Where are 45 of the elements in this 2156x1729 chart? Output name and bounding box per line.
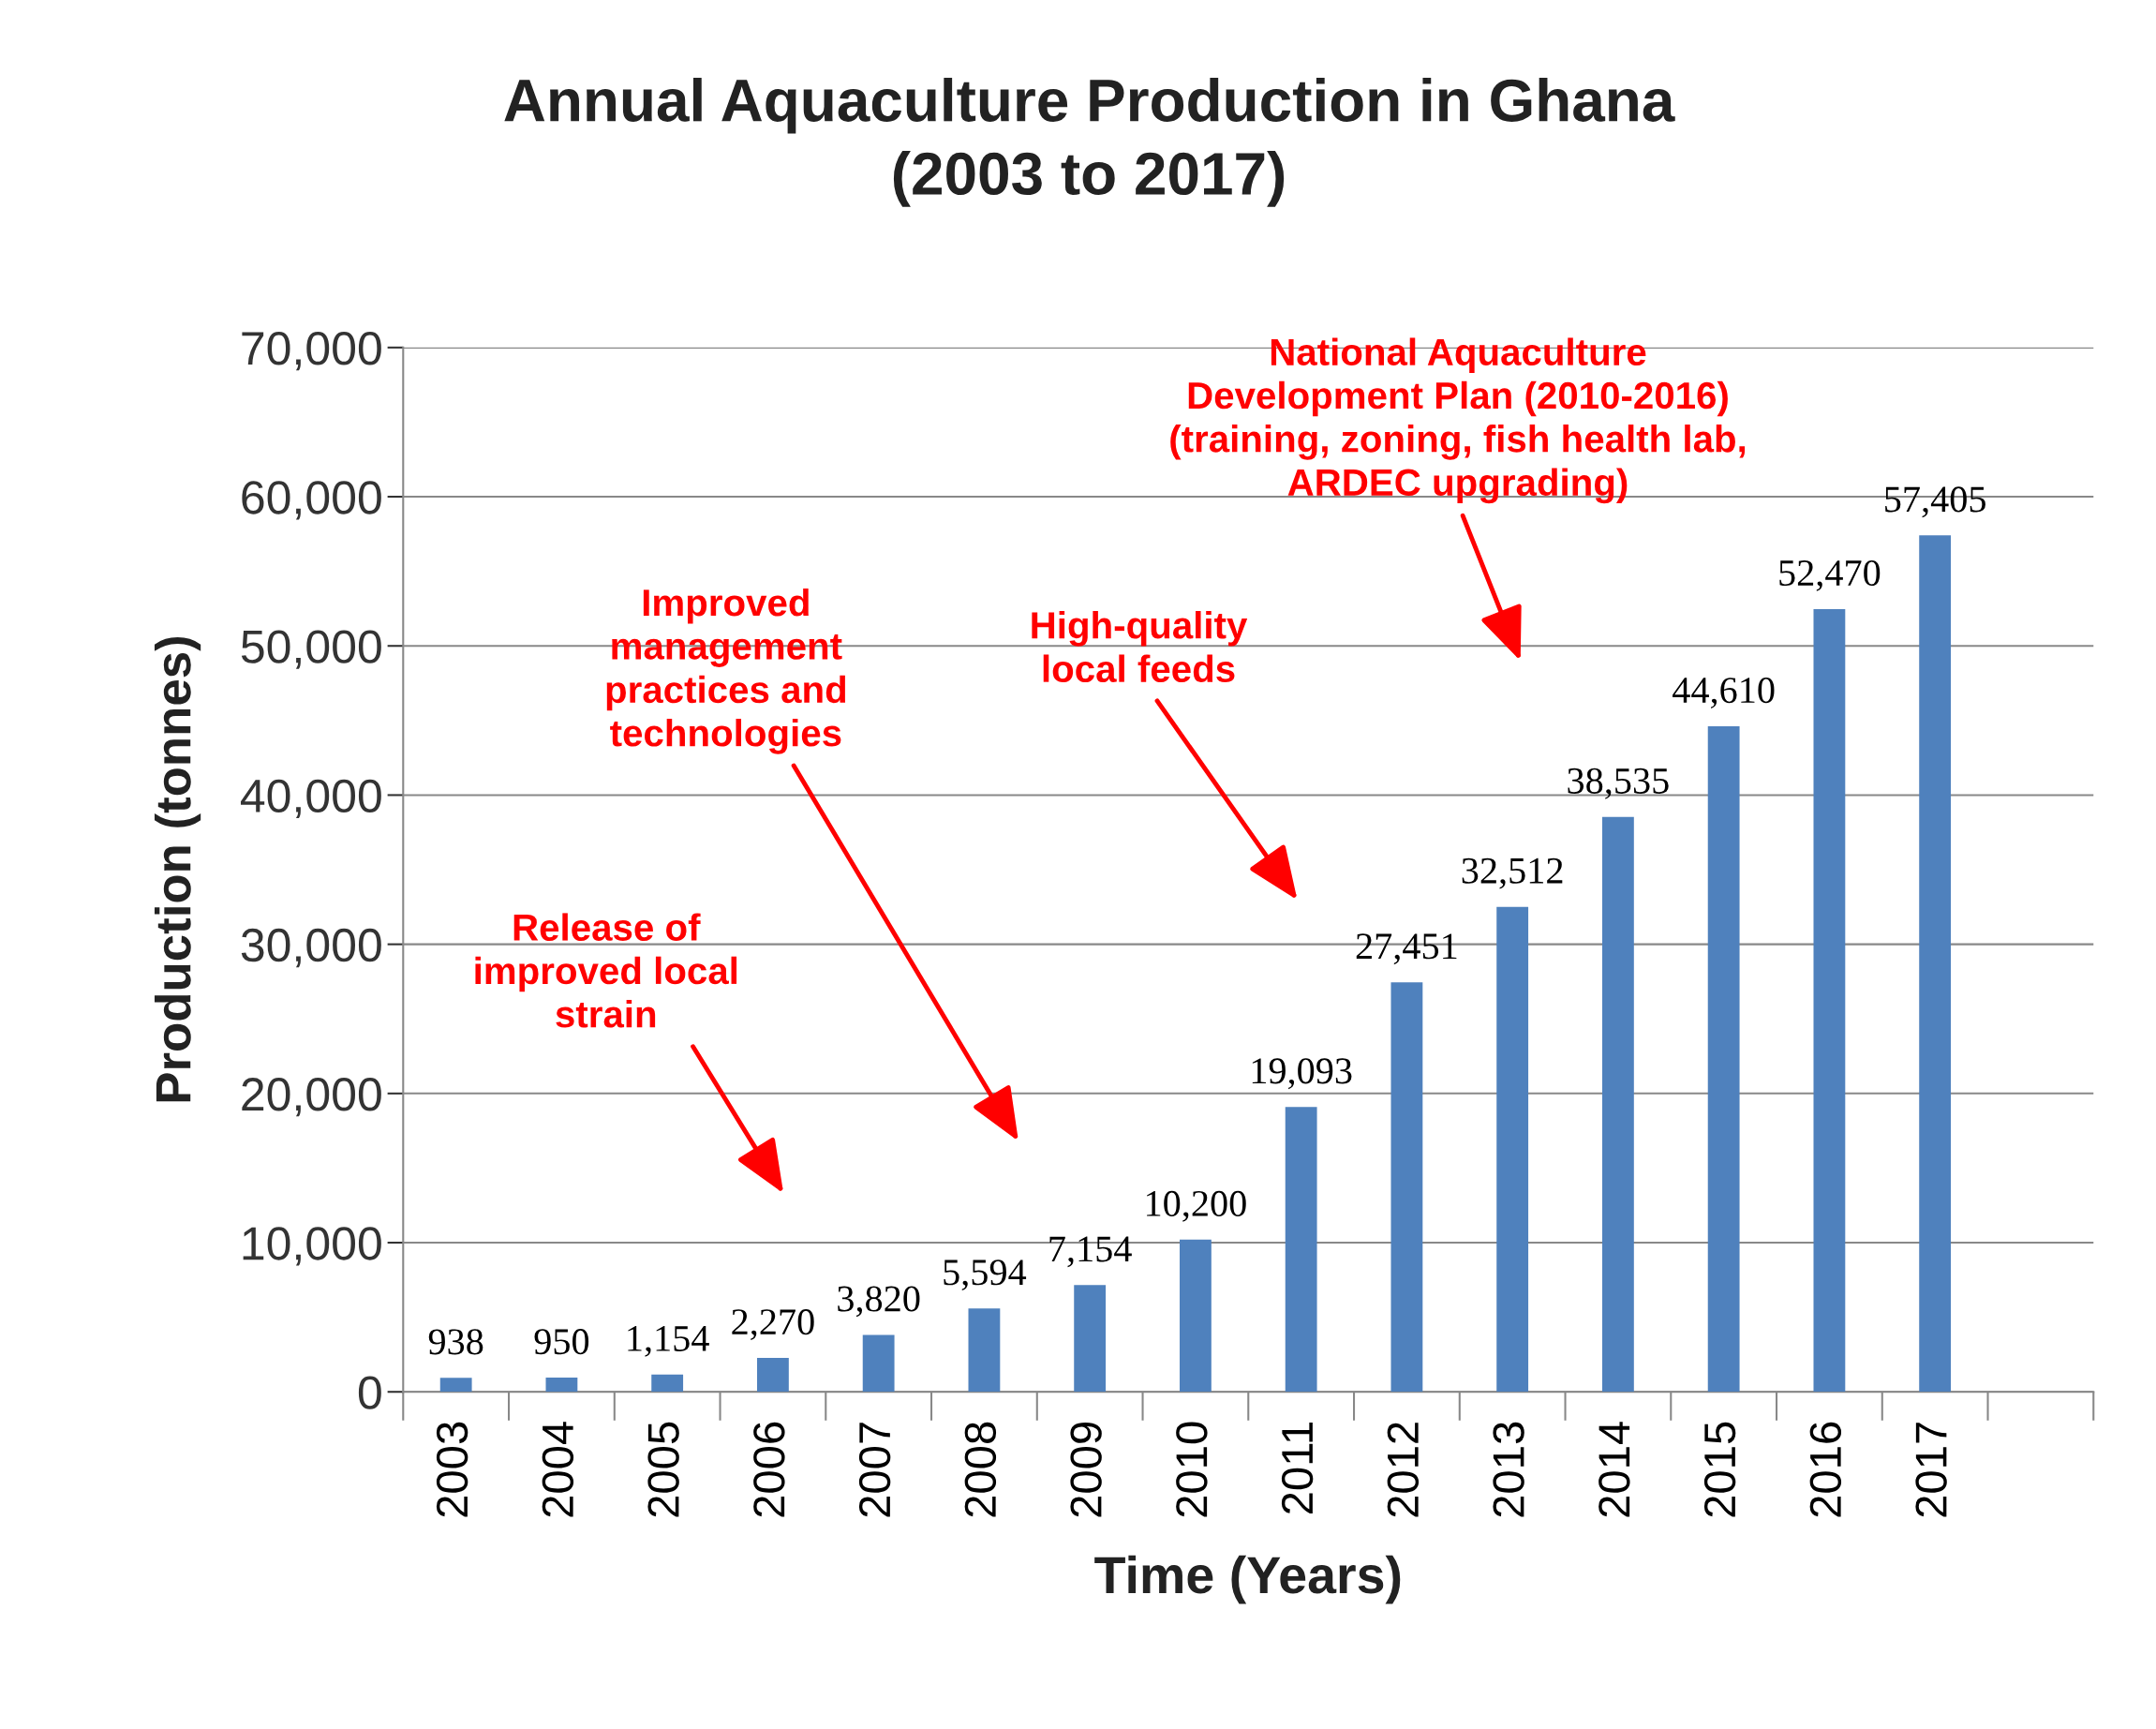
y-tick-label: 70,000 [242,332,381,371]
data-label: 2,270 [732,1309,814,1341]
x-tick-label: 2013 [1493,1422,1524,1517]
x-tick-label: 2009 [1070,1423,1102,1517]
y-tick-label: 20,000 [242,1078,381,1117]
x-tick-label: 2012 [1387,1423,1420,1517]
data-label: 5,594 [944,1259,1027,1291]
x-axis-title: Time (Years) [1094,1555,1401,1604]
y-tick-label: 10,000 [243,1227,381,1266]
y-tick-label: 30,000 [241,928,381,968]
annotation: Release of improved local strain [475,913,737,1028]
data-label: 44,610 [1673,678,1775,708]
data-label: 27,451 [1356,933,1457,965]
chart-title: Annual Aquaculture Production in Ghana (2003 to 2017) [504,78,1675,207]
y-tick-label: 50,000 [241,630,381,669]
annotation: Improved management practices and technologies [606,588,846,754]
x-tick-label: 2016 [1809,1422,1842,1517]
annotation: National Aquaculture Development Plan (2010-2016) (training, zoning, fish health lab, ARDEC upgrading) [1170,337,1746,504]
y-tick-label: 0 [358,1376,381,1409]
annotation: High-quality local feeds [1032,611,1248,683]
data-label: 38,535 [1568,768,1669,799]
x-tick-label: 2014 [1598,1422,1630,1517]
x-tick-label: 2011 [1281,1423,1314,1513]
x-tick-label: 2003 [436,1422,468,1517]
y-tick-label: 60,000 [242,481,381,520]
x-tick-label: 2017 [1915,1423,1947,1517]
data-label: 32,512 [1462,857,1563,889]
x-tick-label: 2008 [964,1422,997,1517]
data-label: 19,093 [1252,1058,1352,1090]
x-tick-label: 2006 [753,1422,785,1517]
x-tick-label: 2005 [647,1422,679,1517]
y-tick-label: 40,000 [240,779,381,818]
data-label: 938 [428,1329,483,1355]
data-label: 52,470 [1779,559,1881,591]
x-tick-label: 2007 [858,1423,891,1517]
data-label: 10,200 [1147,1190,1246,1222]
data-label: 7,154 [1049,1236,1132,1268]
x-tick-label: 2004 [542,1422,574,1517]
y-axis-title: Production (tonnes) [154,636,201,1102]
data-label: 950 [534,1329,589,1355]
x-tick-label: 2015 [1703,1422,1736,1517]
data-label: 1,154 [628,1326,709,1357]
data-label: 3,820 [838,1286,920,1318]
data-label: 57,405 [1885,486,1985,518]
x-tick-label: 2010 [1176,1422,1208,1517]
